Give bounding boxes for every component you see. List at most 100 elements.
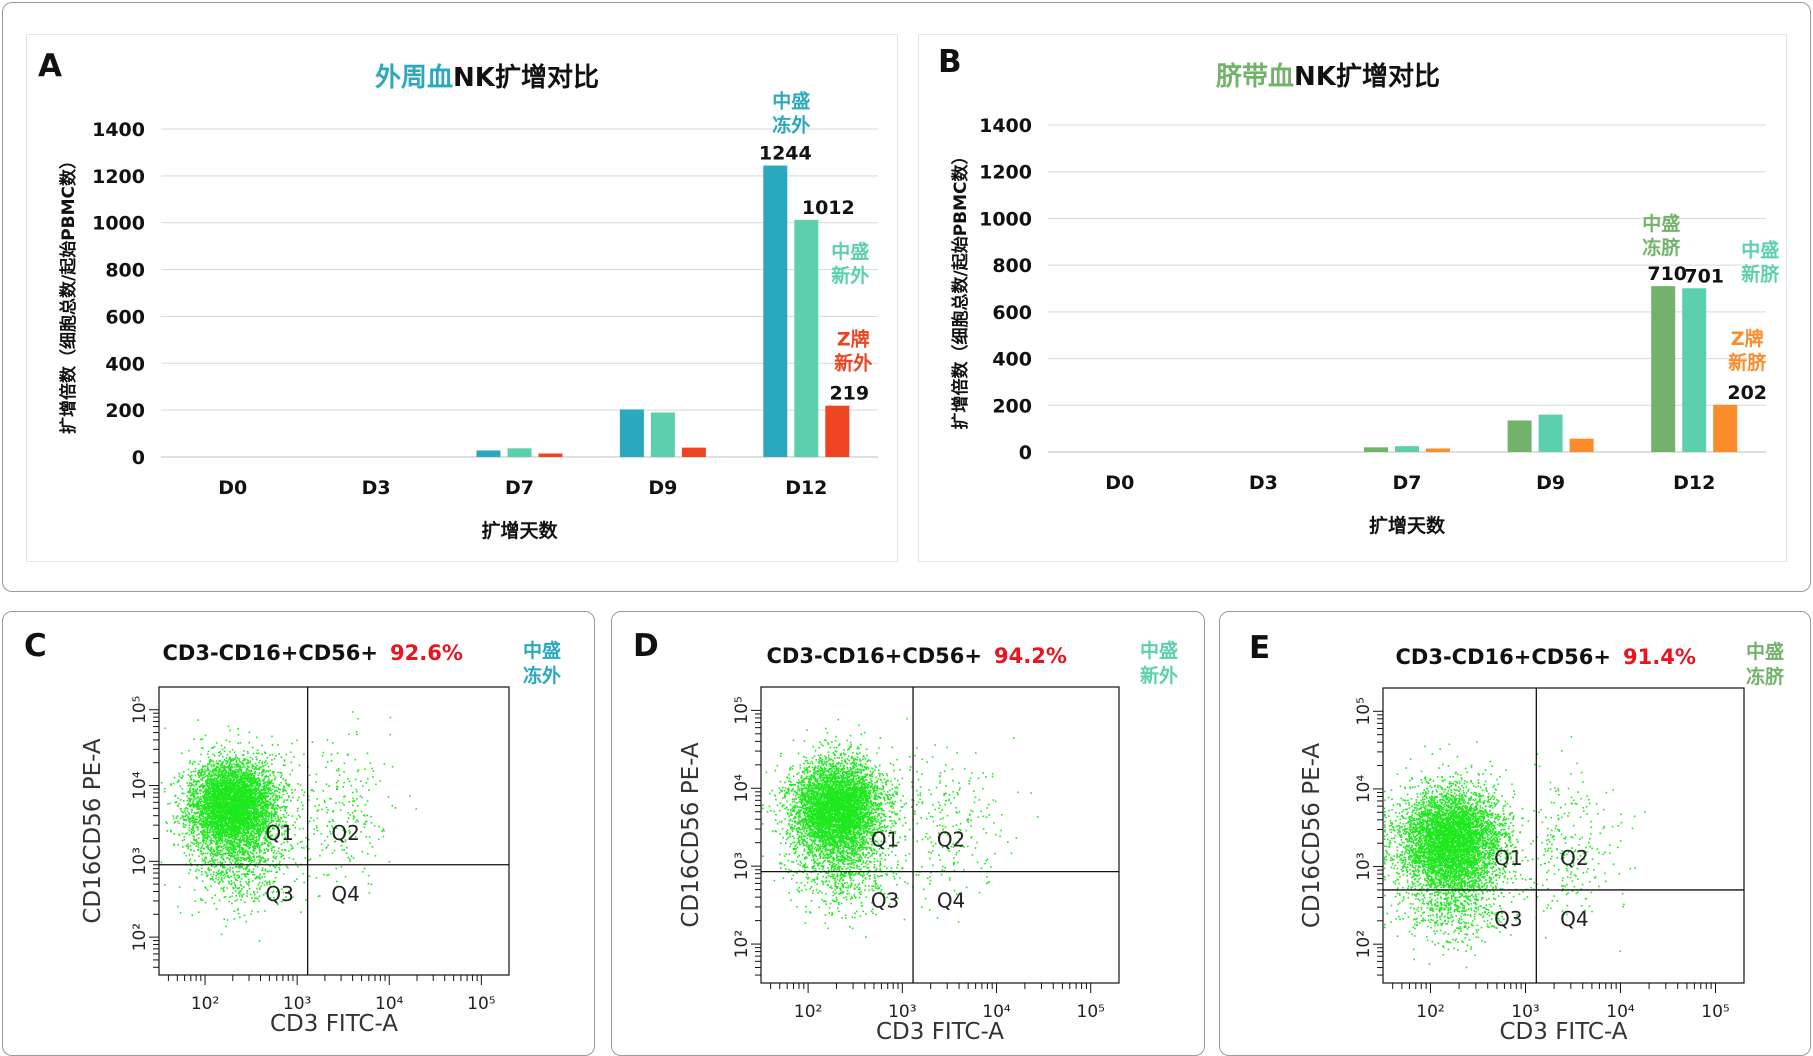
event-dot (258, 753, 260, 755)
event-dot (213, 769, 215, 771)
x-tick-label: D9 (1536, 472, 1565, 494)
event-dot (265, 818, 267, 820)
event-dot (182, 775, 184, 777)
event-dot (266, 763, 268, 765)
event-dot (262, 765, 264, 767)
event-dot (256, 840, 258, 842)
event-dot (224, 759, 226, 761)
event-dot (254, 823, 256, 825)
event-dot (278, 787, 280, 789)
event-dot (223, 848, 225, 850)
event-dot (224, 765, 226, 767)
event-dot (183, 800, 185, 802)
event-dot (289, 774, 291, 776)
event-dot (231, 764, 233, 766)
event-dot (277, 815, 279, 817)
event-dot (183, 823, 185, 825)
event-dot (176, 801, 178, 803)
event-dot (231, 828, 233, 830)
event-dot (259, 785, 261, 787)
event-dot (209, 818, 211, 820)
event-dot (187, 774, 189, 776)
event-dot (258, 800, 260, 802)
event-dot (275, 818, 277, 820)
event-dot (207, 765, 209, 767)
bar (682, 448, 706, 457)
event-dot (252, 747, 254, 749)
y-axis-label: 扩增倍数（细胞总数/起始PBMC数） (58, 152, 79, 434)
event-dot (242, 778, 244, 780)
event-dot (261, 772, 263, 774)
event-dot (196, 781, 198, 783)
x-tick-label: D12 (1673, 472, 1715, 494)
event-dot (230, 778, 232, 780)
event-dot (217, 812, 219, 814)
event-dot (283, 801, 285, 803)
event-dot (266, 800, 268, 802)
event-dot (223, 808, 225, 810)
event-dot (213, 773, 215, 775)
event-dot (261, 842, 263, 844)
event-dot (189, 860, 191, 862)
event-dot (263, 782, 265, 784)
event-dot (186, 814, 188, 816)
event-dot (191, 799, 193, 801)
event-dot (248, 819, 250, 821)
event-dot (200, 819, 202, 821)
event-dot (220, 851, 222, 853)
event-dot (226, 808, 228, 810)
event-dot (178, 834, 180, 836)
event-dot (256, 819, 258, 821)
event-dot (275, 799, 277, 801)
event-dot (223, 829, 225, 831)
event-dot (185, 807, 187, 809)
event-dot (252, 852, 254, 854)
event-dot (247, 753, 249, 755)
event-dot (256, 753, 258, 755)
event-dot (249, 821, 251, 823)
event-dot (259, 760, 261, 762)
bar (1426, 448, 1450, 452)
event-dot (220, 769, 222, 771)
event-dot (256, 829, 258, 831)
event-dot (303, 794, 305, 796)
event-dot (222, 749, 224, 751)
event-dot (216, 810, 218, 812)
event-dot (229, 788, 231, 790)
event-dot (277, 798, 279, 800)
event-dot (222, 842, 224, 844)
event-dot (267, 807, 269, 809)
event-dot (243, 835, 245, 837)
event-dot (193, 832, 195, 834)
event-dot (187, 832, 189, 834)
event-dot (221, 877, 223, 879)
event-dot (242, 760, 244, 762)
event-dot (227, 827, 229, 829)
event-dot (269, 790, 271, 792)
event-dot (262, 797, 264, 799)
event-dot (235, 776, 237, 778)
event-dot (242, 774, 244, 776)
event-dot (251, 818, 253, 820)
event-dot (239, 825, 241, 827)
event-dot (181, 811, 183, 813)
event-dot (202, 783, 204, 785)
event-dot (210, 776, 212, 778)
event-dot (191, 775, 193, 777)
event-dot (258, 762, 260, 764)
event-dot (271, 764, 273, 766)
y-axis-label: 扩增倍数（细胞总数/起始PBMC数） (950, 147, 971, 429)
event-dot (282, 778, 284, 780)
event-dot (250, 797, 252, 799)
event-dot (251, 822, 253, 824)
event-dot (291, 789, 293, 791)
event-dot (247, 795, 249, 797)
event-dot (254, 771, 256, 773)
event-dot (199, 786, 201, 788)
event-dot (218, 818, 220, 820)
event-dot (269, 780, 271, 782)
event-dot (283, 814, 285, 816)
panel-letter: C (24, 628, 47, 664)
event-dot (199, 823, 201, 825)
event-dot (249, 762, 251, 764)
